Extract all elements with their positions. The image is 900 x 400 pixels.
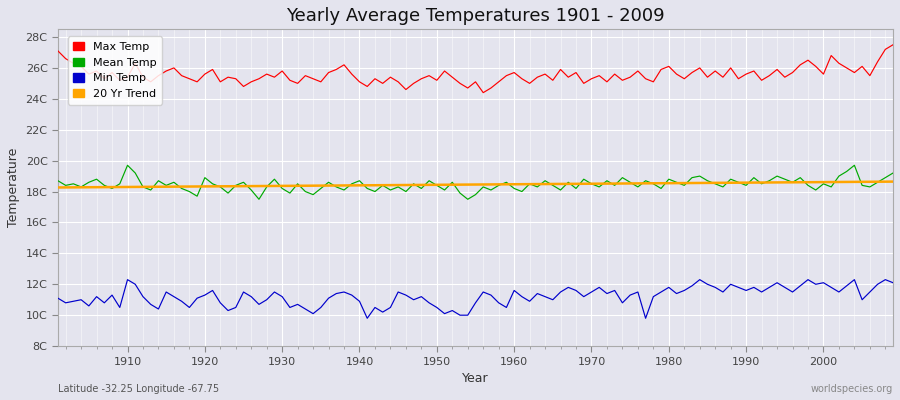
- Y-axis label: Temperature: Temperature: [7, 148, 20, 227]
- X-axis label: Year: Year: [463, 372, 489, 385]
- Legend: Max Temp, Mean Temp, Min Temp, 20 Yr Trend: Max Temp, Mean Temp, Min Temp, 20 Yr Tre…: [68, 36, 162, 105]
- Text: worldspecies.org: worldspecies.org: [811, 384, 893, 394]
- Text: Latitude -32.25 Longitude -67.75: Latitude -32.25 Longitude -67.75: [58, 384, 219, 394]
- Title: Yearly Average Temperatures 1901 - 2009: Yearly Average Temperatures 1901 - 2009: [286, 7, 665, 25]
